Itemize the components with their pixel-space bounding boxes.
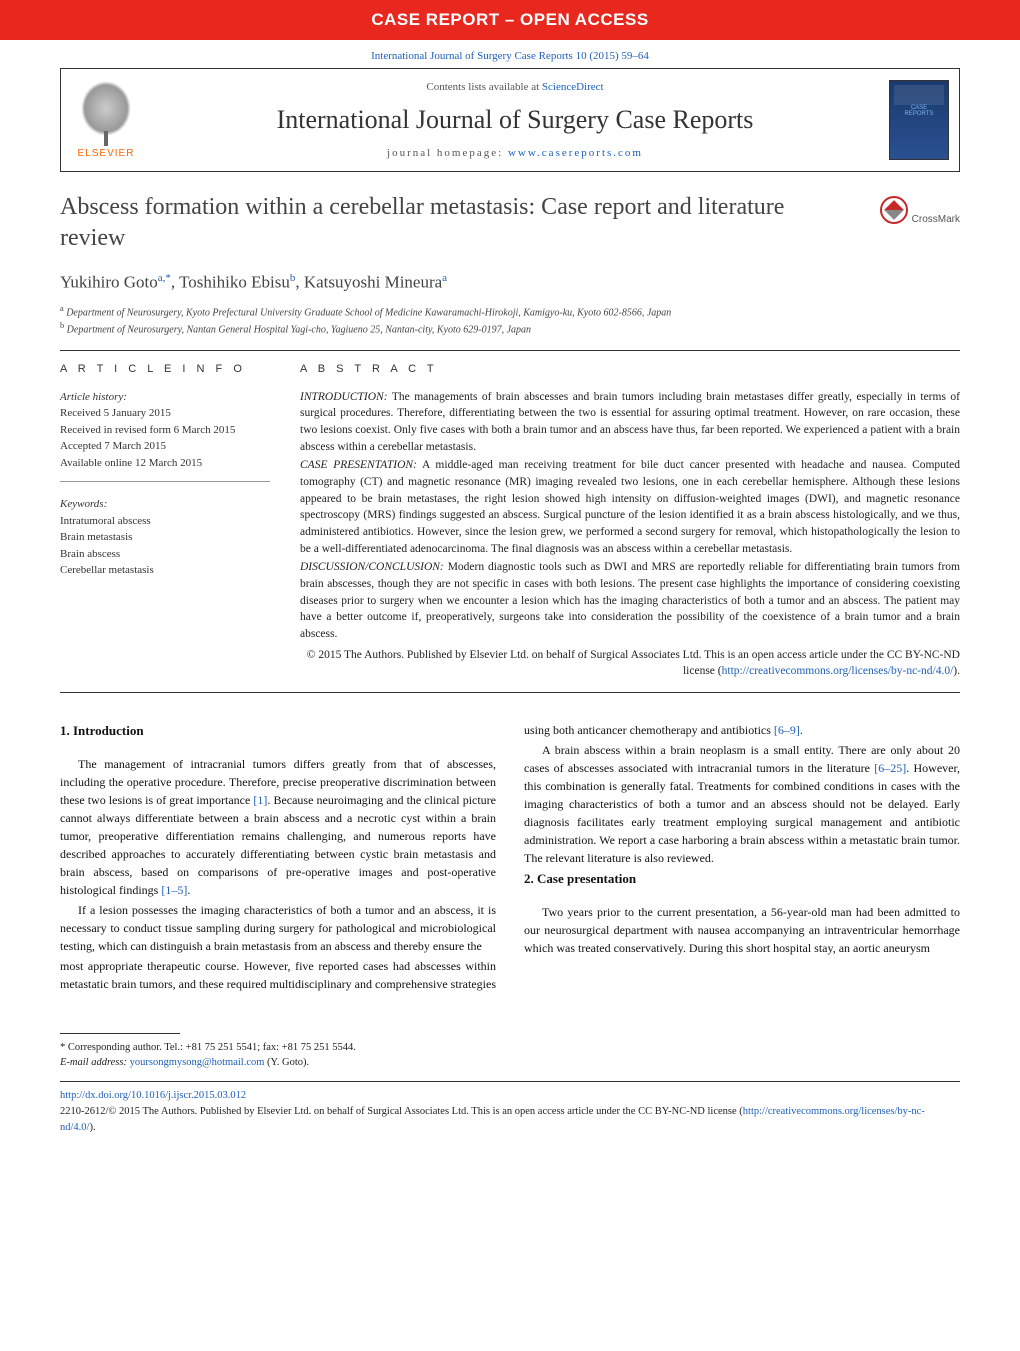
author-email-link[interactable]: yoursongmysong@hotmail.com [130,1057,265,1068]
ref-1-5[interactable]: [1–5] [161,883,187,897]
article-footer: http://dx.doi.org/10.1016/j.ijscr.2015.0… [60,1088,960,1135]
journal-homepage-line: journal homepage: www.casereports.com [171,143,859,163]
article-body: 1. Introduction The management of intrac… [60,721,960,993]
journal-homepage-link[interactable]: www.casereports.com [508,147,643,159]
doi-link[interactable]: http://dx.doi.org/10.1016/j.ijscr.2015.0… [60,1090,246,1101]
contents-lists-line: Contents lists available at ScienceDirec… [171,77,859,97]
crossmark-icon [880,196,908,224]
journal-cover-thumb [889,80,949,160]
cc-license-link[interactable]: http://creativecommons.org/licenses/by-n… [722,665,954,677]
ref-6-9[interactable]: [6–9] [774,723,800,737]
crossmark-label: CrossMark [912,214,960,225]
journal-cover-cell [879,69,959,171]
abstract-heading: a b s t r a c t [300,363,960,375]
corresponding-author-footnote: * Corresponding author. Tel.: +81 75 251… [60,1040,960,1072]
affiliations: a Department of Neurosurgery, Kyoto Pref… [60,303,960,338]
crossmark-badge[interactable]: CrossMark [880,196,960,229]
elsevier-wordmark: ELSEVIER [78,148,135,159]
elsevier-tree-icon [81,81,131,136]
section-2-title: 2. Case presentation [524,869,960,889]
journal-title: International Journal of Surgery Case Re… [171,97,859,143]
authors-line: Yukihiro Gotoa,*, Toshihiko Ebisub, Kats… [60,272,960,293]
journal-header-box: ELSEVIER Contents lists available at Sci… [60,68,960,172]
citation-line: International Journal of Surgery Case Re… [0,40,1020,68]
article-history-block: Article history: Received 5 January 2015… [60,389,270,483]
abstract-body: INTRODUCTION: The managements of brain a… [300,389,960,680]
keywords-block: Keywords: Intratumoral abscessBrain meta… [60,496,270,579]
section-1-title: 1. Introduction [60,721,496,741]
ref-1[interactable]: [1] [253,793,267,807]
open-access-banner: CASE REPORT – OPEN ACCESS [0,0,1020,40]
article-info-heading: a r t i c l e i n f o [60,363,270,375]
ref-6-25[interactable]: [6–25] [874,761,906,775]
sciencedirect-link[interactable]: ScienceDirect [542,81,604,93]
elsevier-logo-cell: ELSEVIER [61,69,151,171]
article-title: Abscess formation within a cerebellar me… [60,192,960,254]
